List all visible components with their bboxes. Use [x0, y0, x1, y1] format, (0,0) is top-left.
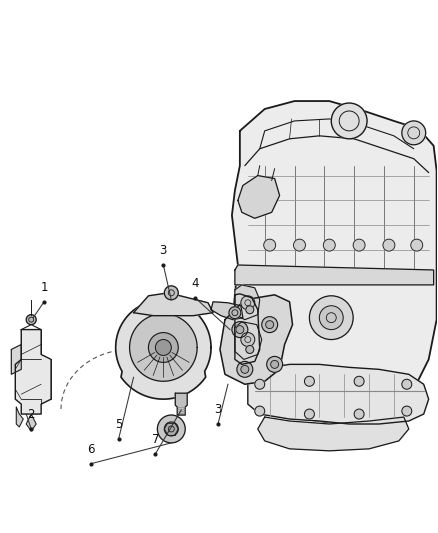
Circle shape [411, 239, 423, 251]
Circle shape [271, 360, 279, 368]
Polygon shape [235, 294, 260, 365]
Circle shape [402, 406, 412, 416]
Text: 2: 2 [28, 408, 35, 421]
Circle shape [331, 103, 367, 139]
Polygon shape [232, 101, 437, 424]
Polygon shape [16, 407, 23, 427]
Polygon shape [116, 300, 211, 399]
Circle shape [402, 379, 412, 389]
Circle shape [164, 286, 178, 300]
Circle shape [237, 361, 253, 377]
Circle shape [293, 239, 305, 251]
Polygon shape [26, 414, 36, 431]
Polygon shape [130, 314, 197, 381]
Polygon shape [248, 365, 429, 424]
Text: 7: 7 [152, 433, 159, 446]
Circle shape [267, 357, 283, 373]
Circle shape [266, 321, 274, 329]
Circle shape [246, 306, 254, 314]
Circle shape [155, 340, 171, 356]
Circle shape [264, 239, 276, 251]
Polygon shape [175, 393, 187, 415]
Circle shape [309, 296, 353, 340]
Circle shape [164, 422, 178, 436]
Circle shape [262, 317, 278, 333]
Polygon shape [235, 321, 262, 359]
Polygon shape [220, 295, 293, 384]
Circle shape [323, 239, 335, 251]
Polygon shape [258, 417, 409, 451]
Circle shape [232, 321, 248, 337]
Circle shape [246, 345, 254, 353]
Circle shape [402, 121, 426, 145]
Circle shape [354, 409, 364, 419]
Text: 6: 6 [87, 443, 95, 456]
Circle shape [319, 306, 343, 329]
Circle shape [236, 326, 244, 334]
Polygon shape [15, 329, 51, 414]
Circle shape [229, 307, 241, 319]
Circle shape [241, 296, 255, 310]
Polygon shape [11, 344, 21, 374]
Polygon shape [238, 175, 279, 219]
Text: 4: 4 [191, 277, 199, 290]
Circle shape [241, 365, 249, 373]
Circle shape [255, 406, 265, 416]
Text: 3: 3 [214, 403, 222, 416]
Polygon shape [211, 302, 243, 320]
Circle shape [354, 376, 364, 386]
Circle shape [241, 333, 255, 346]
Circle shape [157, 415, 185, 443]
Text: 1: 1 [40, 281, 48, 294]
Circle shape [383, 239, 395, 251]
Circle shape [304, 409, 314, 419]
Text: 5: 5 [115, 418, 122, 431]
Circle shape [26, 314, 36, 325]
Circle shape [353, 239, 365, 251]
Text: 3: 3 [160, 244, 167, 257]
Circle shape [304, 376, 314, 386]
Polygon shape [235, 265, 434, 285]
Circle shape [255, 379, 265, 389]
Polygon shape [235, 285, 260, 320]
Polygon shape [134, 293, 213, 316]
Circle shape [148, 333, 178, 362]
